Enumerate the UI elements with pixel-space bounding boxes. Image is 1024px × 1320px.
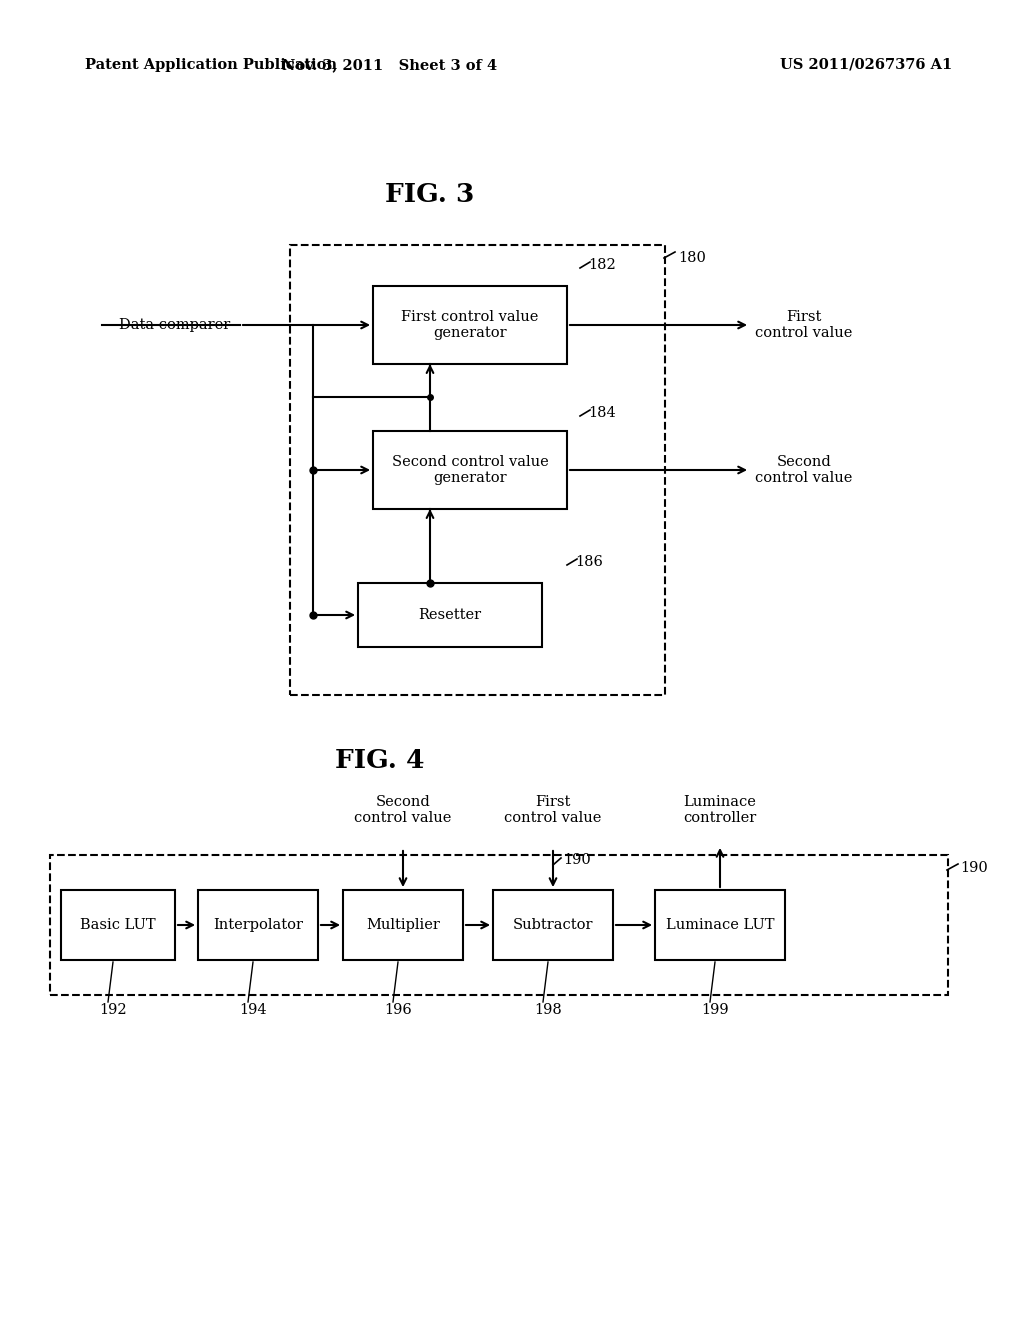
Text: Second
control value: Second control value (755, 455, 852, 486)
Bar (655, 890, 785, 960)
Text: Luminace
controller: Luminace controller (683, 795, 757, 825)
Text: US 2011/0267376 A1: US 2011/0267376 A1 (780, 58, 952, 73)
Text: Nov. 3, 2011   Sheet 3 of 4: Nov. 3, 2011 Sheet 3 of 4 (283, 58, 498, 73)
Text: 192: 192 (99, 1003, 127, 1016)
Text: 180: 180 (678, 251, 706, 265)
Text: Basic LUT: Basic LUT (80, 917, 156, 932)
Text: First control value
generator: First control value generator (401, 310, 539, 341)
Bar (373, 432, 567, 510)
Text: 190: 190 (563, 853, 591, 867)
Text: FIG. 4: FIG. 4 (335, 747, 425, 772)
Text: Multiplier: Multiplier (366, 917, 440, 932)
Text: Second
control value: Second control value (354, 795, 452, 825)
Text: 196: 196 (384, 1003, 412, 1016)
Text: Patent Application Publication: Patent Application Publication (85, 58, 337, 73)
Text: Subtractor: Subtractor (513, 917, 593, 932)
Text: 199: 199 (701, 1003, 729, 1016)
Bar (358, 583, 542, 647)
Text: 186: 186 (575, 554, 603, 569)
Text: FIG. 3: FIG. 3 (385, 182, 475, 207)
Bar (493, 890, 613, 960)
Text: First
control value: First control value (755, 310, 852, 341)
Text: 194: 194 (240, 1003, 267, 1016)
Text: 198: 198 (535, 1003, 562, 1016)
Text: Interpolator: Interpolator (213, 917, 303, 932)
Text: 184: 184 (588, 407, 615, 420)
Text: Luminace LUT: Luminace LUT (666, 917, 774, 932)
Text: 182: 182 (588, 257, 615, 272)
Text: Data comparer: Data comparer (120, 318, 230, 333)
Text: Second control value
generator: Second control value generator (391, 455, 549, 486)
Bar (373, 286, 567, 364)
Bar (61, 890, 175, 960)
Bar (198, 890, 318, 960)
Bar (343, 890, 463, 960)
Text: First
control value: First control value (504, 795, 602, 825)
Bar (50, 855, 948, 995)
Text: Resetter: Resetter (419, 609, 481, 622)
Bar (290, 246, 665, 696)
Text: 190: 190 (961, 861, 988, 875)
